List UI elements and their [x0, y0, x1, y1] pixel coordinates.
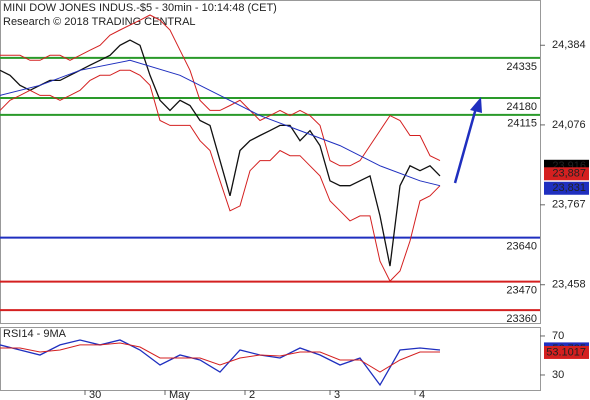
x-tick-label: May — [169, 389, 190, 400]
forecast-arrow — [453, 107, 478, 184]
x-tick-label: 2 — [249, 389, 255, 400]
panel-frame — [0, 327, 541, 391]
y-tick-label: 24,076 — [552, 119, 586, 131]
y-tick-label: 70 — [552, 330, 564, 342]
level-label: 24115 — [507, 118, 537, 130]
value-tag — [544, 345, 589, 359]
chart-subtitle: Research © 2018 TRADING CENTRAL — [3, 16, 196, 28]
y-tick-label: 23,767 — [552, 199, 586, 211]
chart-title: MINI DOW JONES INDUS.-$5 - 30min - 10:14… — [3, 2, 277, 14]
x-tick-label: 4 — [419, 389, 425, 400]
level-label: 24180 — [506, 101, 537, 113]
series-line — [0, 342, 440, 373]
level-label: 23470 — [506, 285, 537, 297]
value-tag-label: 23,831 — [552, 182, 586, 194]
series-line — [0, 14, 441, 167]
series-line — [0, 339, 441, 387]
panel-frame — [0, 0, 541, 324]
level-label: 23360 — [506, 313, 537, 325]
x-tick-label: 30 — [89, 389, 101, 400]
x-tick-label: 3 — [334, 389, 340, 400]
series-line — [0, 59, 441, 187]
value-tag — [544, 167, 589, 181]
y-tick-label: 24,384 — [552, 39, 586, 51]
level-label: 24335 — [506, 61, 537, 73]
series-line — [0, 39, 441, 267]
value-tag — [544, 181, 589, 195]
value-tag-label: 23,887 — [552, 168, 586, 180]
series-line — [0, 69, 441, 282]
panel-title: RSI14 - 9MA — [3, 328, 67, 340]
value-tag-label: 53.1017 — [546, 346, 586, 358]
forecast-arrow-head — [470, 97, 482, 113]
level-label: 23640 — [506, 241, 537, 253]
y-tick-label: 23,458 — [552, 279, 586, 291]
y-tick-label: 30 — [552, 369, 564, 381]
